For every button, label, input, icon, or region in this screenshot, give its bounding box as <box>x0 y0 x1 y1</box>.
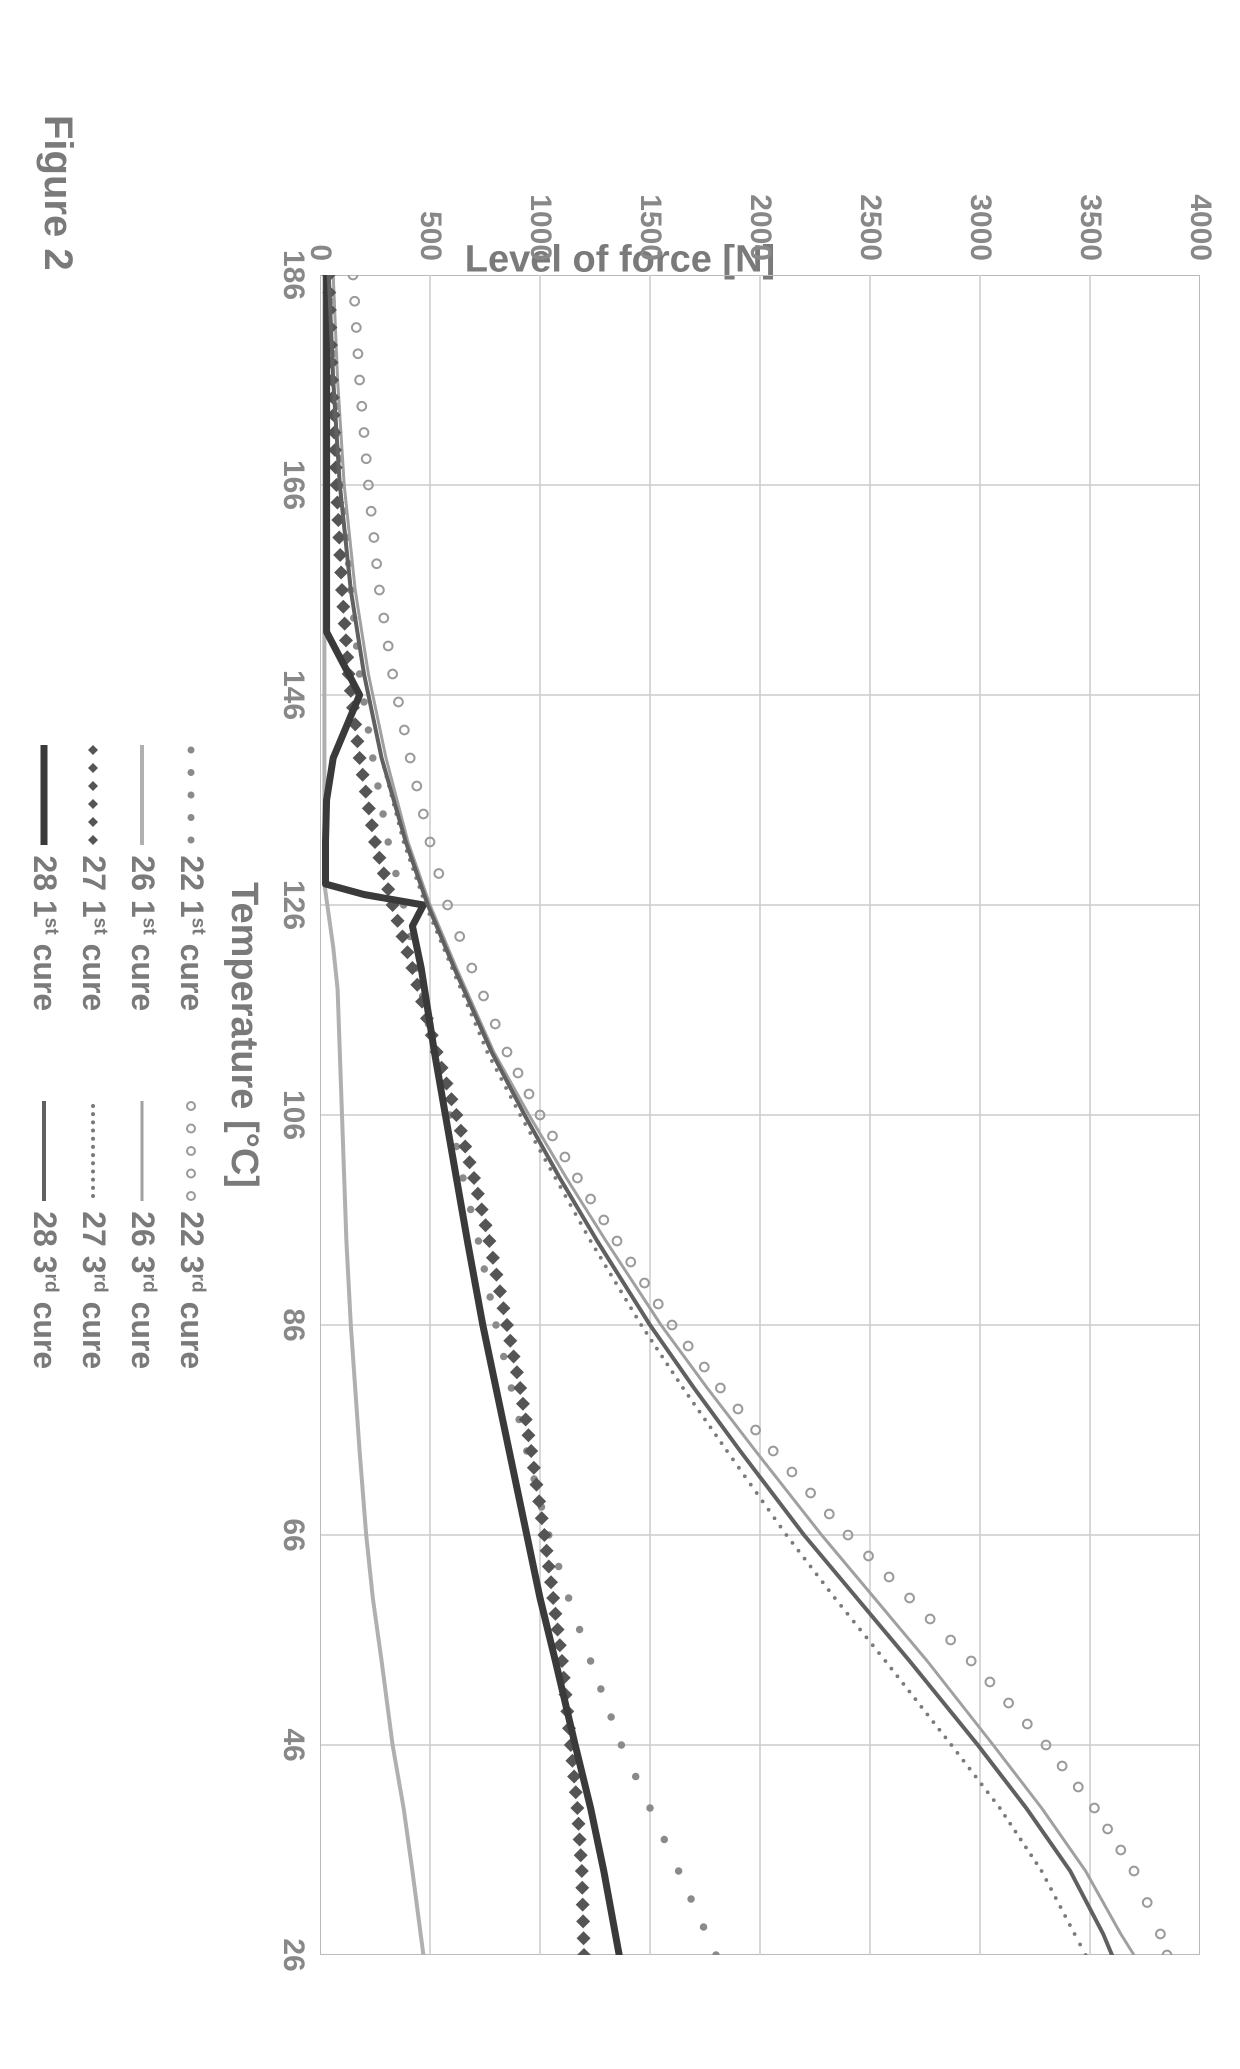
rotated-chart-container: Level of force [N] 050010001500200025003… <box>20 75 1220 1995</box>
x-tick: 186 <box>276 249 310 299</box>
y-tick: 1000 <box>523 194 557 261</box>
x-axis-label: Temperature [°C] <box>222 882 265 1188</box>
legend-swatch <box>182 745 202 845</box>
legend-label: 28 3rd cure <box>26 1211 63 1369</box>
legend-swatch <box>84 1101 104 1201</box>
chart-inner: Level of force [N] 050010001500200025003… <box>20 75 1220 1995</box>
legend-swatch <box>182 1101 202 1201</box>
legend-item-28_1st: 28 1st cure <box>26 745 63 1011</box>
legend-swatch <box>35 745 55 845</box>
legend-label: 22 1st cure <box>173 855 210 1011</box>
legend-label: 26 1st cure <box>124 855 161 1011</box>
legend-item-22_3rd: 22 3rd cure <box>173 1101 210 1369</box>
legend-label: 27 3rd cure <box>75 1211 112 1369</box>
legend-label: 28 1st cure <box>26 855 63 1011</box>
legend-swatch <box>133 1101 153 1201</box>
legend-label: 26 3rd cure <box>124 1211 161 1369</box>
page: Level of force [N] 050010001500200025003… <box>0 0 1240 2069</box>
y-tick: 3000 <box>963 194 997 261</box>
y-tick: 2500 <box>853 194 887 261</box>
x-tick: 86 <box>276 1308 310 1341</box>
x-tick: 146 <box>276 669 310 719</box>
figure-label: Figure 2 <box>35 115 80 271</box>
legend-swatch <box>133 745 153 845</box>
legend-swatch <box>35 1101 55 1201</box>
y-tick: 3500 <box>1073 194 1107 261</box>
x-tick: 106 <box>276 1089 310 1139</box>
y-tick: 2000 <box>743 194 777 261</box>
legend-item-26_1st: 26 1st cure <box>124 745 161 1011</box>
legend-label: 27 1st cure <box>75 855 112 1011</box>
y-tick: 500 <box>413 210 447 260</box>
legend-item-26_3rd: 26 3rd cure <box>124 1101 161 1369</box>
legend-item-27_1st: 27 1st cure <box>75 745 112 1011</box>
x-tick: 126 <box>276 879 310 929</box>
x-tick: 66 <box>276 1518 310 1551</box>
legend-item-27_3rd: 27 3rd cure <box>75 1101 112 1369</box>
x-tick: 46 <box>276 1728 310 1761</box>
x-tick: 26 <box>276 1938 310 1971</box>
legend-label: 22 3rd cure <box>173 1211 210 1369</box>
legend-swatch <box>84 745 104 845</box>
x-tick-container: 18616614612610686664626 <box>264 275 314 1955</box>
x-tick: 166 <box>276 459 310 509</box>
y-tick: 1500 <box>633 194 667 261</box>
y-tick-container: 05001000150020002500300035004000 <box>320 75 1200 265</box>
y-tick: 4000 <box>1183 194 1217 261</box>
legend-item-28_3rd: 28 3rd cure <box>26 1101 63 1369</box>
legend-item-22_1st: 22 1st cure <box>173 745 210 1011</box>
legend: 22 1st cure 22 3rd cure 26 1st cure 26 3rd … <box>26 745 210 1369</box>
plot-area <box>320 275 1200 1955</box>
